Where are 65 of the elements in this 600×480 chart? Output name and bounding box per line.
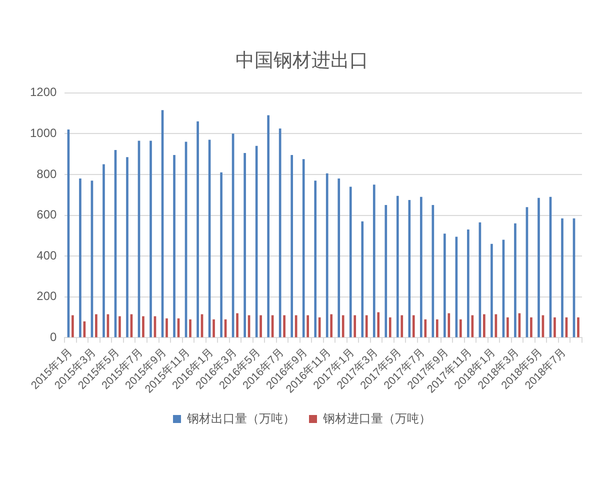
bar xyxy=(244,153,246,338)
bar xyxy=(236,313,238,338)
y-tick-label: 1000 xyxy=(30,126,58,140)
bar xyxy=(424,319,427,338)
bar xyxy=(490,244,493,338)
bar xyxy=(420,196,422,338)
bar xyxy=(220,172,222,338)
bar xyxy=(444,234,446,338)
bar xyxy=(338,178,340,338)
legend-label: 钢材进口量（万吨） xyxy=(322,411,431,426)
bar xyxy=(436,319,438,338)
bar xyxy=(267,115,270,338)
bar xyxy=(396,196,399,338)
bar xyxy=(577,317,580,338)
y-tick-label: 400 xyxy=(36,248,58,262)
y-tick-label: 200 xyxy=(36,289,58,304)
bar xyxy=(326,173,328,338)
bar xyxy=(530,317,532,338)
bar xyxy=(72,315,74,338)
bar xyxy=(342,315,344,338)
bar xyxy=(354,315,356,338)
bar xyxy=(330,314,333,338)
bar xyxy=(290,155,294,338)
bar xyxy=(412,315,415,338)
bar xyxy=(166,318,168,338)
bar xyxy=(554,317,556,338)
bar xyxy=(460,319,462,338)
bar xyxy=(384,205,388,338)
bar xyxy=(79,178,82,338)
bar xyxy=(514,223,516,338)
bar xyxy=(408,200,411,338)
bar xyxy=(189,319,192,338)
bar xyxy=(283,315,286,338)
bar xyxy=(400,315,404,338)
bar xyxy=(448,313,450,338)
bar xyxy=(196,121,199,338)
bar xyxy=(388,317,392,338)
bar xyxy=(506,317,509,338)
bar xyxy=(95,314,98,338)
bar xyxy=(349,186,352,338)
bar xyxy=(361,221,364,338)
bar xyxy=(212,319,215,338)
y-tick-label: 0 xyxy=(50,330,58,344)
bar xyxy=(372,184,376,338)
bar xyxy=(260,315,262,338)
y-tick-label: 1200 xyxy=(30,85,58,100)
chart-title: 中国钢材进出口 xyxy=(236,50,368,72)
bar xyxy=(150,140,152,338)
bar xyxy=(126,157,128,338)
bar xyxy=(306,315,309,338)
bar xyxy=(365,315,368,338)
bar xyxy=(302,159,305,338)
y-tick-label: 600 xyxy=(36,208,58,222)
bar xyxy=(467,230,470,338)
y-tick-label: 800 xyxy=(36,166,58,181)
bar xyxy=(142,316,144,338)
legend-label: 钢材出口量（万吨） xyxy=(186,411,295,426)
bar xyxy=(377,312,380,338)
bar xyxy=(173,155,176,338)
bar xyxy=(314,180,317,338)
bar xyxy=(118,316,121,338)
bar xyxy=(102,164,105,338)
bar xyxy=(561,218,564,338)
bar xyxy=(538,198,540,338)
bar xyxy=(483,314,486,338)
